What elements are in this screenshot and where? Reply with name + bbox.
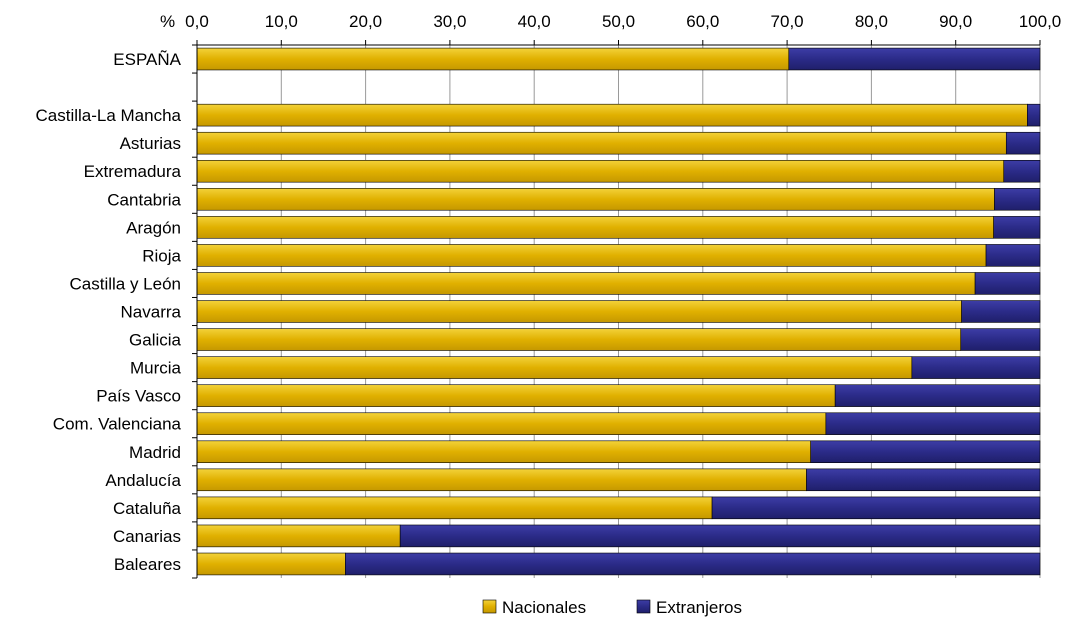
bar-nacionales [196,103,1028,127]
category-label: Asturias [120,134,181,153]
x-tick-label: 10,0 [265,12,298,31]
category-label: Extremadura [84,162,182,181]
bar-nacionales [196,188,995,211]
bar-extranjeros [960,328,1041,351]
category-label: Andalucía [105,471,181,490]
category-labels: ESPAÑA Castilla-La Mancha Asturias Extremad… [35,50,181,574]
x-tick-label: 20,0 [349,12,382,31]
bar-extranjeros [1027,103,1041,127]
x-tick-label: 100,0 [1019,12,1062,31]
bar-extranjeros [806,468,1041,492]
bar-extranjeros [994,188,1041,211]
bar-extranjeros [911,356,1041,379]
axes [192,44,1040,579]
bar-extranjeros [1005,131,1041,155]
category-label: Aragón [126,218,181,237]
bar-nacionales [196,47,790,71]
category-label: Canarias [113,527,181,546]
bar-nacionales [196,216,994,239]
bar-nacionales [196,272,976,295]
category-label: País Vasco [96,387,181,406]
category-label: ESPAÑA [113,50,181,69]
category-label: Galicia [129,331,182,350]
category-label: Com. Valenciana [53,415,182,434]
bar-extranjeros [834,384,1041,407]
bar-nacionales [196,300,962,323]
bar-extranjeros [993,216,1041,239]
x-tick-label: 70,0 [771,12,804,31]
category-label: Baleares [114,555,181,574]
bar-nacionales [196,412,827,435]
x-tick-label: 60,0 [686,12,719,31]
category-label: Castilla y León [69,274,181,293]
category-label: Rioja [142,246,181,265]
x-tick-label: 30,0 [433,12,466,31]
bar-extranjeros [345,552,1041,576]
bar-nacionales [196,159,1005,183]
bar-nacionales [196,244,987,267]
bar-extranjeros [788,47,1041,71]
bar-nacionales [196,552,346,576]
bar-nacionales [196,468,807,492]
bar-extranjeros [711,496,1041,520]
x-tick-label: 40,0 [518,12,551,31]
legend-swatch-extranjeros [636,599,651,614]
bar-nacionales [196,440,812,464]
legend-swatch-nacionales [482,599,497,614]
x-tick-label: 0,0 [185,12,209,31]
bar-nacionales [196,328,962,351]
bar-extranjeros [810,440,1041,464]
x-tick-label: 50,0 [602,12,635,31]
category-label: Castilla-La Mancha [35,106,181,125]
bar-nacionales [196,131,1007,155]
bar-extranjeros [961,300,1041,323]
legend-label-extranjeros: Extranjeros [656,598,742,617]
bar-extranjeros [985,244,1041,267]
category-label: Cantabria [107,190,181,209]
bar-nacionales [196,356,913,379]
x-axis-unit-label: % [160,12,175,31]
bar-extranjeros [399,524,1041,548]
bar-nacionales [196,384,836,407]
category-label: Madrid [129,443,181,462]
bar-nacionales [196,524,401,548]
x-tick-label: 80,0 [855,12,888,31]
legend-label-nacionales: Nacionales [502,598,586,617]
category-label: Navarra [121,303,182,322]
legend: Nacionales Extranjeros [482,598,742,617]
bar-extranjeros [825,412,1041,435]
category-label: Murcia [130,359,182,378]
category-label: Cataluña [113,499,182,518]
bar-extranjeros [974,272,1041,295]
bar-extranjeros [1003,159,1041,183]
x-axis-ticks: 0,0 10,0 20,0 30,0 40,0 50,0 60,0 70,0 80,0 90,0 1… [185,12,1061,45]
bar-nacionales [196,496,713,520]
x-tick-label: 90,0 [939,12,972,31]
